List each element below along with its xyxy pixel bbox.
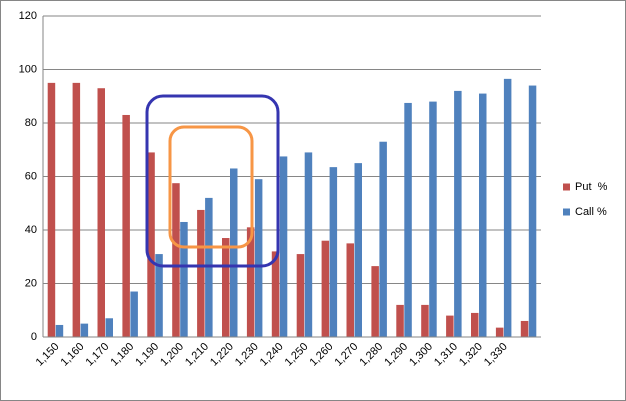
bar [271,251,280,337]
bar [279,156,288,337]
bar [72,82,81,337]
y-tick-label: 0 [31,331,37,343]
highlight-box [145,94,280,268]
bar [371,266,379,337]
bar [495,327,504,337]
legend-label: Call % [575,206,607,218]
bar [197,209,205,337]
bar [421,304,429,337]
y-tick-label: 40 [25,224,37,236]
y-tick-label: 60 [25,170,37,182]
bar [429,101,437,337]
bar [80,323,89,337]
bar [47,82,56,337]
y-tick-label: 100 [19,63,37,75]
bar [155,254,163,337]
bar [329,167,338,337]
bar [222,238,230,337]
legend-label: Put % [575,181,608,193]
bar [254,179,263,337]
bar [446,315,454,337]
bar [454,90,462,338]
bar [180,221,188,337]
bar [479,93,487,337]
bar [346,243,354,337]
bar [379,141,387,337]
bar [503,78,512,338]
bar [230,168,238,337]
bar [471,312,479,337]
bar [246,227,255,337]
legend-swatch [563,208,570,216]
bar [321,240,330,337]
bar [354,163,362,337]
y-tick-label: 80 [25,117,37,129]
y-tick-label: 120 [19,10,37,22]
bar [296,254,305,337]
bar [130,291,138,337]
bar [97,88,105,337]
bar [122,114,130,337]
y-tick-label: 20 [25,277,37,289]
bar [528,85,537,337]
bar [396,304,404,337]
bar [147,152,155,337]
bar [105,318,113,337]
bar [404,102,412,337]
bar [520,320,529,337]
bar [304,152,313,337]
bar [172,183,180,337]
legend-swatch [563,183,570,191]
highlight-box [168,125,254,249]
bar [55,324,64,337]
